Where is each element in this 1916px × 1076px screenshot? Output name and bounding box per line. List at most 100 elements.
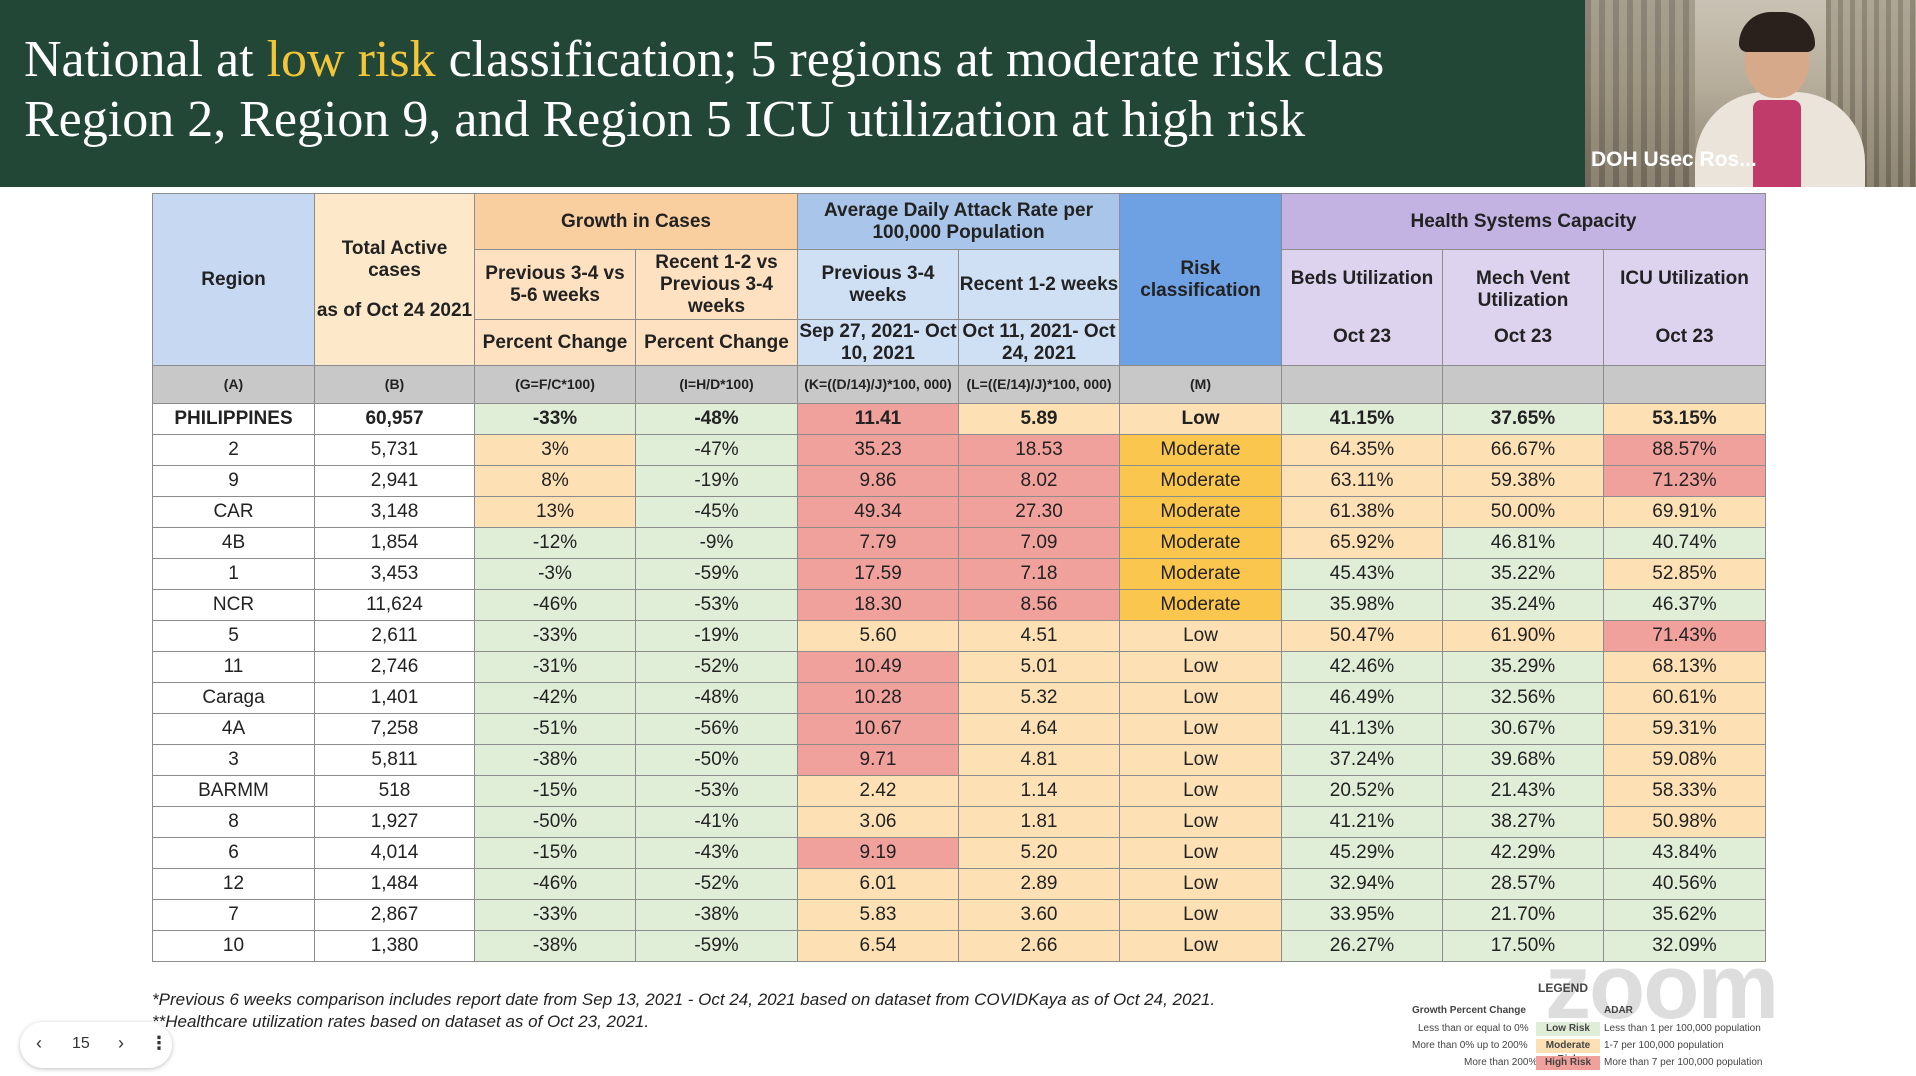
cell-risk: Moderate	[1119, 527, 1282, 559]
cell-attack-recent: 7.18	[958, 558, 1120, 590]
table-row: 4A 7,258 -51% -56% 10.67 4.64 Low 41.13% 30.67% 5…	[152, 713, 1766, 745]
cell-growth-previous: -38%	[474, 930, 636, 962]
cell-growth-recent: -53%	[635, 775, 798, 807]
legend-row-moderate: More than 0% up to 200% Moderate Risk 1-…	[1408, 1039, 1768, 1065]
table-row: PHILIPPINES 60,957 -33% -48% 11.41 5.89 Low 41.…	[152, 403, 1766, 435]
cell-region: NCR	[152, 589, 315, 621]
legend-chip-high: High Risk	[1536, 1056, 1600, 1070]
table-row: Caraga 1,401 -42% -48% 10.28 5.32 Low 46.49% 32.…	[152, 682, 1766, 714]
cell-icu: 60.61%	[1603, 682, 1766, 714]
cell-total-active: 1,854	[314, 527, 475, 559]
cell-beds: 42.46%	[1281, 651, 1443, 683]
cell-total-active: 2,611	[314, 620, 475, 652]
cell-growth-recent: -59%	[635, 930, 798, 962]
cell-attack-recent: 5.32	[958, 682, 1120, 714]
cell-region: 7	[152, 899, 315, 931]
participant-video[interactable]	[1585, 0, 1916, 187]
cell-beds: 41.15%	[1281, 403, 1443, 435]
more-vertical-icon[interactable]: ⋮	[150, 1033, 168, 1053]
header-attack-recent-dates: Oct 11, 2021- Oct 24, 2021	[958, 319, 1120, 366]
table-row: 10 1,380 -38% -59% 6.54 2.66 Low 26.27% 17.50% 32…	[152, 930, 1766, 962]
cell-region: BARMM	[152, 775, 315, 807]
cell-region: 4A	[152, 713, 315, 745]
cell-growth-recent: -52%	[635, 868, 798, 900]
code-m: (M)	[1119, 365, 1282, 404]
cell-growth-recent: -38%	[635, 899, 798, 931]
cell-icu: 46.37%	[1603, 589, 1766, 621]
table-row: BARMM 518 -15% -53% 2.42 1.14 Low 20.52% 21.43% 5…	[152, 775, 1766, 807]
cell-risk: Low	[1119, 868, 1282, 900]
cell-attack-recent: 4.64	[958, 713, 1120, 745]
cell-attack-previous: 5.83	[797, 899, 959, 931]
cell-mechvent: 21.70%	[1442, 899, 1604, 931]
cell-region: 8	[152, 806, 315, 838]
footnote-1: *Previous 6 weeks comparison includes re…	[152, 990, 1216, 1009]
table-row: CAR 3,148 13% -45% 49.34 27.30 Moderate 61.38% 5…	[152, 496, 1766, 528]
cell-attack-recent: 5.20	[958, 837, 1120, 869]
cell-attack-recent: 5.89	[958, 403, 1120, 435]
cell-attack-recent: 1.81	[958, 806, 1120, 838]
cell-region: 6	[152, 837, 315, 869]
table-row: 8 1,927 -50% -41% 3.06 1.81 Low 41.21% 38.27% 50.…	[152, 806, 1766, 838]
cell-total-active: 1,927	[314, 806, 475, 838]
chevron-right-icon[interactable]: ›	[118, 1033, 124, 1053]
legend-adar-header: ADAR	[1604, 1005, 1633, 1016]
header-mechvent-label: Mech Vent Utilization	[1476, 267, 1570, 311]
header-beds-utilization: Beds Utilization Oct 23	[1281, 249, 1443, 366]
legend: LEGEND Growth Percent Change ADAR Less t…	[1408, 981, 1768, 1071]
cell-attack-recent: 4.81	[958, 744, 1120, 776]
cell-growth-previous: -15%	[474, 837, 636, 869]
cell-attack-previous: 9.19	[797, 837, 959, 869]
cell-total-active: 5,811	[314, 744, 475, 776]
cell-total-active: 518	[314, 775, 475, 807]
table-row: 3 5,811 -38% -50% 9.71 4.81 Low 37.24% 39.68% 59.…	[152, 744, 1766, 776]
cell-attack-previous: 5.60	[797, 620, 959, 652]
cell-region: Caraga	[152, 682, 315, 714]
code-b: (B)	[314, 365, 475, 404]
header-total-active-line1: Total Active cases	[341, 237, 448, 281]
cell-growth-previous: -46%	[474, 589, 636, 621]
cell-region: 3	[152, 744, 315, 776]
code-beds	[1281, 365, 1443, 404]
cell-mechvent: 66.67%	[1442, 434, 1604, 466]
cell-region: 1	[152, 558, 315, 590]
cell-attack-previous: 7.79	[797, 527, 959, 559]
cell-beds: 41.13%	[1281, 713, 1443, 745]
cell-growth-previous: 3%	[474, 434, 636, 466]
cell-mechvent: 30.67%	[1442, 713, 1604, 745]
cell-attack-recent: 1.14	[958, 775, 1120, 807]
cell-growth-previous: -38%	[474, 744, 636, 776]
slide-title-line-1: National at low risk classification; 5 r…	[24, 30, 1584, 90]
cell-attack-recent: 7.09	[958, 527, 1120, 559]
cell-mechvent: 37.65%	[1442, 403, 1604, 435]
cell-risk: Moderate	[1119, 558, 1282, 590]
header-beds-date: Oct 23	[1332, 325, 1392, 347]
speaker-shirt	[1753, 100, 1801, 187]
title-text-post: classification; 5 regions at moderate ri…	[435, 31, 1385, 88]
cell-region: PHILIPPINES	[152, 403, 315, 435]
cell-beds: 45.29%	[1281, 837, 1443, 869]
header-icu-utilization: ICU Utilization Oct 23	[1603, 249, 1766, 366]
cell-growth-previous: -15%	[474, 775, 636, 807]
cell-icu: 52.85%	[1603, 558, 1766, 590]
cell-icu: 40.74%	[1603, 527, 1766, 559]
cell-growth-previous: -46%	[474, 868, 636, 900]
cell-icu: 43.84%	[1603, 837, 1766, 869]
legend-row-low: Less than or equal to 0% Low Risk Less t…	[1408, 1022, 1768, 1037]
slide-title: National at low risk classification; 5 r…	[24, 30, 1584, 150]
cell-mechvent: 61.90%	[1442, 620, 1604, 652]
cell-region: CAR	[152, 496, 315, 528]
chevron-left-icon[interactable]: ‹	[36, 1033, 42, 1053]
cell-region: 2	[152, 434, 315, 466]
cell-attack-previous: 9.86	[797, 465, 959, 497]
cell-beds: 65.92%	[1281, 527, 1443, 559]
cell-attack-previous: 9.71	[797, 744, 959, 776]
table-row: 7 2,867 -33% -38% 5.83 3.60 Low 33.95% 21.70% 35.…	[152, 899, 1766, 931]
header-percent-change-1: Percent Change	[474, 319, 636, 366]
cell-growth-recent: -43%	[635, 837, 798, 869]
cell-beds: 45.43%	[1281, 558, 1443, 590]
legend-adar-moderate: 1-7 per 100,000 population	[1604, 1040, 1724, 1051]
cell-risk: Moderate	[1119, 589, 1282, 621]
cell-growth-recent: -19%	[635, 620, 798, 652]
formula-code-row: (A) (B) (G=F/C*100) (I=H/D*100) (K=((D/1…	[152, 365, 1766, 404]
